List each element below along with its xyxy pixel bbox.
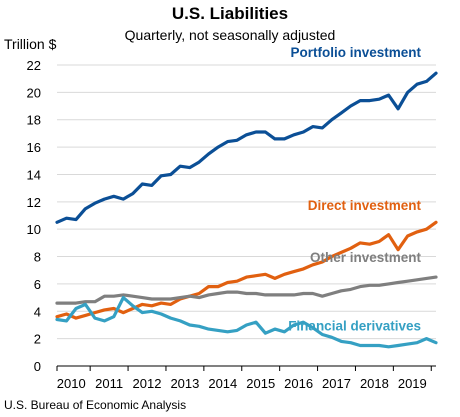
chart-title: U.S. Liabilities (171, 4, 289, 23)
x-tick-label: 2012 (133, 376, 162, 391)
y-tick-label: 14 (27, 167, 41, 182)
series-label-direct-investment: Direct investment (308, 198, 422, 213)
y-tick-label: 4 (34, 304, 41, 319)
x-tick-label: 2019 (398, 376, 427, 391)
y-tick-label: 2 (34, 332, 41, 347)
series-line-portfolio-investment (55, 71, 438, 224)
chart-subtitle: Quarterly, not seasonally adjusted (124, 27, 336, 43)
series-line-financial-derivatives (55, 296, 438, 349)
y-tick-label: 8 (34, 250, 41, 265)
x-tick-label: 2014 (208, 376, 237, 391)
series-label-other-investment: Other investment (310, 250, 422, 265)
x-tick-label: 2016 (284, 376, 313, 391)
series-line-direct-investment (55, 220, 438, 320)
y-tick-label: 12 (27, 195, 41, 210)
y-tick-label: 16 (27, 140, 41, 155)
x-tick-label: 2015 (246, 376, 275, 391)
axes: 0 2 4 6 8 10 12 14 16 18 20 22 2010 2011 2012 2013 2014 2… (27, 58, 436, 391)
x-tick-label: 2010 (57, 376, 86, 391)
line-chart: 0 2 4 6 8 10 12 14 16 18 20 22 2010 2011 2012 2013 2014 2… (27, 45, 438, 391)
series-line-other-investment (55, 275, 438, 305)
grid (57, 64, 436, 340)
x-tick-label: 2013 (170, 376, 199, 391)
series-lines (55, 71, 438, 349)
y-tick-label: 10 (27, 222, 41, 237)
source-note: U.S. Bureau of Economic Analysis (4, 398, 187, 412)
y-tick-label: 0 (34, 359, 41, 374)
y-tick-label: 18 (27, 113, 41, 128)
series-label-portfolio-investment: Portfolio investment (290, 45, 421, 60)
y-axis-unit-label: Trillion $ (4, 36, 57, 52)
series-labels: Portfolio investment Direct investment Oth… (288, 45, 421, 334)
series-label-financial-derivatives: Financial derivatives (288, 318, 421, 333)
y-tick-label: 20 (27, 85, 41, 100)
x-tick-label: 2017 (322, 376, 351, 391)
y-tick-label: 6 (34, 277, 41, 292)
x-tick-label: 2011 (95, 376, 123, 391)
x-tick-label: 2018 (360, 376, 389, 391)
y-tick-label: 22 (27, 58, 41, 73)
